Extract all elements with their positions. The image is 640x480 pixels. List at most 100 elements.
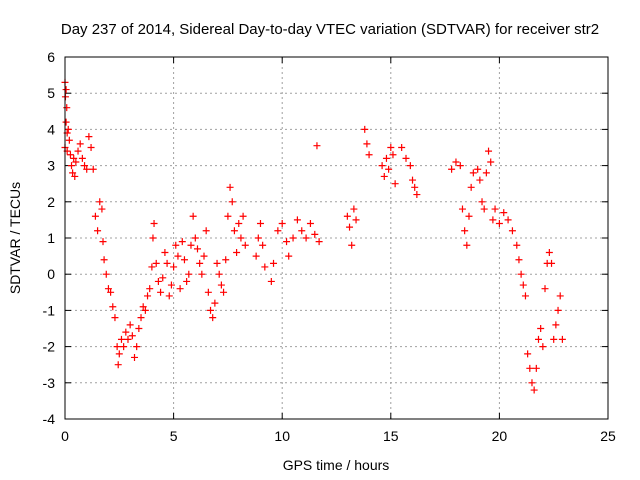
data-point	[467, 183, 475, 191]
plot-frame	[64, 56, 609, 420]
data-point	[104, 285, 112, 293]
data-point	[69, 169, 77, 177]
data-point	[513, 241, 521, 249]
data-point	[302, 234, 310, 242]
data-point	[456, 162, 464, 170]
data-point	[521, 292, 529, 300]
data-point	[537, 325, 545, 332]
data-point	[363, 140, 371, 148]
data-point	[113, 343, 121, 351]
data-point	[532, 364, 540, 372]
data-point	[220, 288, 228, 296]
data-point	[500, 209, 508, 217]
data-point	[452, 158, 460, 166]
data-point	[78, 154, 86, 162]
y-tick-label: -2	[43, 339, 56, 355]
data-point	[137, 314, 145, 322]
data-point	[235, 220, 243, 228]
data-point	[541, 285, 549, 293]
data-point	[149, 234, 157, 242]
data-point	[343, 212, 351, 220]
data-point	[76, 140, 84, 148]
y-axis-ticks: -4 -3 -2 -1 0 1 2 3 4 5 6	[43, 49, 608, 427]
data-point	[298, 227, 306, 235]
data-point	[139, 303, 147, 311]
data-point	[528, 379, 536, 387]
data-point	[491, 205, 499, 213]
data-point	[409, 176, 417, 184]
data-point	[68, 162, 76, 170]
data-point	[222, 256, 230, 264]
data-point	[213, 259, 221, 267]
data-point	[198, 270, 206, 278]
data-point	[283, 238, 291, 246]
data-point	[183, 277, 191, 285]
x-axis-ticks: 0 5 10 15 20 25	[61, 57, 616, 444]
data-point	[230, 227, 238, 235]
data-point	[117, 335, 125, 343]
data-point	[554, 306, 562, 314]
data-point	[517, 270, 525, 278]
data-point	[154, 277, 162, 285]
data-point	[109, 303, 117, 311]
data-point	[241, 241, 249, 249]
data-point	[261, 263, 269, 271]
x-tick-label: 10	[274, 428, 290, 444]
data-point	[274, 227, 282, 235]
data-point	[72, 158, 80, 166]
y-tick-label: 3	[47, 158, 55, 174]
data-point	[385, 165, 393, 173]
data-points	[61, 78, 566, 394]
data-point	[120, 343, 128, 351]
y-tick-label: -1	[43, 302, 56, 318]
data-point	[558, 335, 566, 343]
y-tick-label: 5	[47, 85, 55, 101]
data-point	[159, 274, 167, 282]
data-point	[526, 364, 534, 372]
data-point	[548, 259, 556, 267]
data-point	[124, 335, 132, 343]
data-point	[100, 256, 108, 264]
data-point	[389, 151, 397, 159]
data-point	[96, 198, 104, 206]
data-point	[196, 259, 204, 267]
data-point	[157, 288, 165, 296]
data-point	[524, 350, 532, 358]
y-tick-label: 4	[47, 121, 55, 137]
data-point	[150, 220, 158, 228]
data-point	[398, 144, 406, 151]
y-tick-label: 1	[47, 230, 55, 246]
data-point	[313, 142, 321, 150]
data-point	[174, 252, 182, 260]
data-point	[448, 165, 456, 173]
data-point	[152, 259, 160, 267]
data-point	[550, 335, 558, 343]
x-tick-label: 15	[383, 428, 399, 444]
data-point	[350, 205, 358, 213]
data-point	[348, 241, 356, 249]
data-point	[146, 285, 154, 293]
x-tick-label: 0	[61, 428, 69, 444]
data-point	[556, 292, 564, 300]
data-point	[352, 216, 360, 224]
data-point	[311, 230, 319, 238]
data-point	[94, 227, 102, 235]
data-point	[111, 314, 119, 322]
data-point	[463, 241, 471, 249]
data-point	[207, 306, 215, 314]
data-point	[380, 172, 388, 180]
data-point	[482, 169, 490, 177]
data-point	[187, 241, 195, 249]
data-point	[165, 292, 173, 300]
data-point	[202, 227, 210, 235]
data-point	[461, 227, 469, 235]
data-point	[259, 241, 267, 249]
data-point	[224, 212, 232, 220]
data-point	[252, 252, 260, 260]
data-point	[133, 343, 141, 351]
data-point	[189, 212, 197, 220]
data-point	[485, 147, 493, 155]
chart-title: Day 237 of 2014, Sidereal Day-to-day VTE…	[61, 21, 599, 38]
